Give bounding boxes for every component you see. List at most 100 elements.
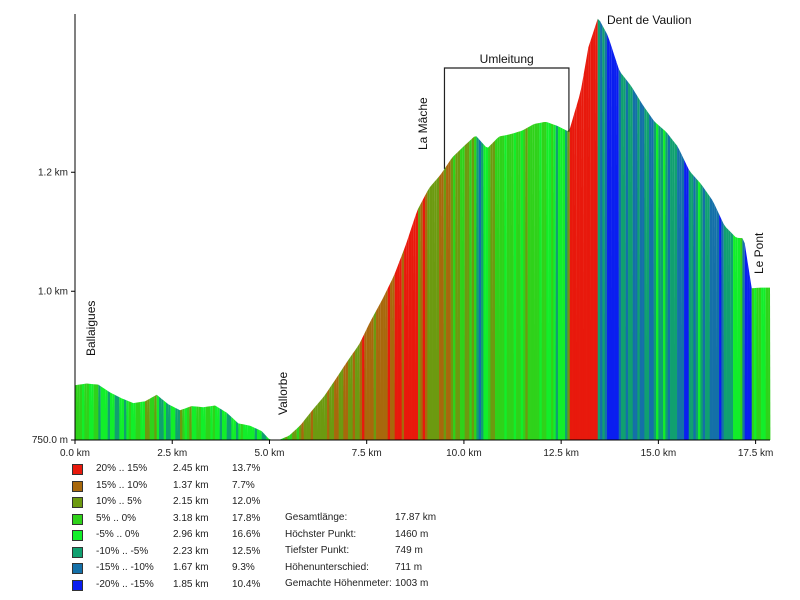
profile-segment [226,412,230,440]
legend-row: 10% .. 5% 2.15 km 12.0% [72,495,260,512]
stat-row: Gemachte Höhenmeter: 1003 m [285,577,445,594]
profile-segment [716,209,720,440]
profile-segment [462,145,466,440]
stat-value: 1003 m [395,578,429,589]
legend-swatch [72,579,83,591]
profile-segment [583,60,587,440]
profile-segment [562,128,566,440]
profile-segment [499,135,503,440]
profile-segment [135,402,139,440]
profile-segment [138,402,141,440]
profile-segment [674,142,678,440]
profile-segment [604,29,608,441]
legend-row: -10% .. -5% 2.23 km 12.5% [72,545,260,562]
profile-segment [140,401,144,440]
profile-segment [121,398,125,440]
profile-segment [170,405,174,440]
profile-segment [401,249,405,440]
profile-segment [310,409,314,440]
x-tick-label: 12.5 km [543,448,579,459]
x-tick-label: 7.5 km [352,448,382,459]
legend-share: 10.4% [232,578,261,590]
profile-segment [511,133,515,440]
profile-segment [714,204,718,440]
y-tick-label: 1.0 km [38,286,68,297]
profile-segment [649,113,652,440]
profile-segment [75,384,78,440]
profile-segment [205,406,209,440]
stats-panel: Gesamtlänge: 17.87 km Höchster Punkt: 1460… [285,511,445,594]
profile-segment [392,273,396,440]
profile-segment [728,229,732,440]
profile-segment [448,159,452,440]
profile-segment [429,184,433,440]
profile-segment [730,232,734,440]
profile-segment [380,297,384,440]
profile-segment [455,152,459,440]
stat-label: Tiefster Punkt: [285,545,350,556]
legend-distance: 1.37 km [173,479,209,491]
stat-label: Höchster Punkt: [285,528,357,540]
legend-range: -20% .. -15% [96,578,154,590]
profile-segment [658,125,662,441]
profile-segment [282,437,286,440]
legend-swatch [72,546,83,558]
profile-segment [191,406,195,440]
profile-segment [306,415,309,440]
profile-segment [492,140,496,440]
profile-segment [404,243,407,440]
legend-row: -20% .. -15% 1.85 km 10.4% [72,578,260,595]
profile-segment [467,141,470,440]
profile-segment [541,121,545,440]
profile-segment [180,409,183,440]
profile-segment [614,54,617,440]
profile-segment [343,363,347,440]
profile-segment [168,404,172,440]
legend-swatch [72,497,83,508]
profile-segment [644,107,648,441]
profile-segment [681,154,685,440]
profile-segment [215,405,218,440]
profile-segment [257,428,260,440]
profile-segment [238,423,242,440]
profile-segment [261,431,265,440]
profile-segment [642,103,645,440]
profile-segment [768,287,771,440]
place-label: Le Pont [752,232,766,274]
profile-segment [236,421,239,440]
profile-segment [397,261,400,440]
profile-segment [740,237,743,440]
profile-segment [464,143,468,441]
profile-segment [399,255,403,440]
profile-segment [152,396,155,440]
profile-segment [166,402,169,440]
legend-range: 10% .. 5% [96,496,142,507]
profile-segment [320,398,323,440]
profile-segment [742,238,746,440]
profile-segment [408,229,412,440]
profile-segment [112,393,116,440]
profile-segment [520,130,524,440]
profile-segment [240,423,244,440]
legend-distance: 1.85 km [173,578,209,590]
profile-segment [415,208,419,440]
profile-segment [756,287,760,440]
x-tick-label: 0.0 km [60,448,90,459]
legend-swatch [72,563,83,574]
profile-segment [366,324,370,440]
profile-segment [684,159,687,440]
x-tick-label: 2.5 km [157,448,187,459]
profile-segment [208,406,211,440]
profile-segment [667,133,671,441]
profile-segment [611,47,615,441]
profile-segment [425,191,428,440]
profile-segment [737,237,741,440]
profile-segment [163,400,167,440]
profile-segment [89,383,92,440]
profile-segment [537,122,540,440]
profile-segment [735,236,739,440]
profile-segment [504,134,508,441]
profile-segment [688,169,692,441]
profile-segment [322,395,326,440]
profile-segment [352,350,356,440]
